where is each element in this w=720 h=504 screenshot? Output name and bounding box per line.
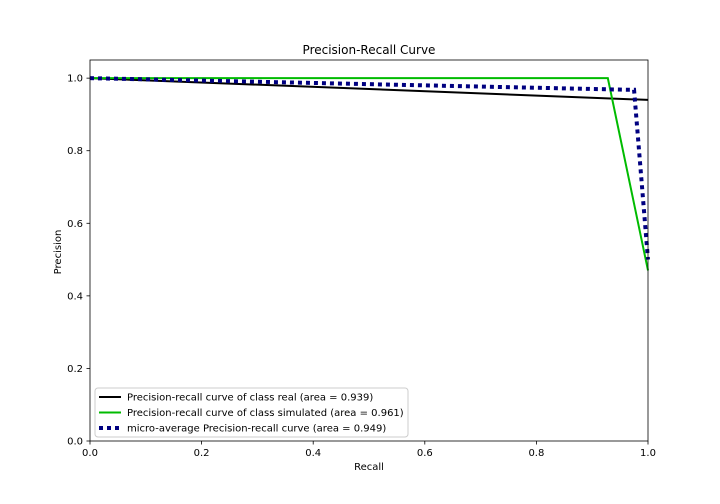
legend-label: Precision-recall curve of class real (ar… xyxy=(127,393,373,404)
y-tick-label: 0.2 xyxy=(67,364,83,375)
x-axis-label: Recall xyxy=(354,462,384,473)
legend: Precision-recall curve of class real (ar… xyxy=(94,387,409,438)
y-tick-label: 0.8 xyxy=(67,146,83,157)
x-tick-label: 0.0 xyxy=(82,448,98,459)
y-tick-label: 0.6 xyxy=(67,219,83,230)
y-tick-label: 0.0 xyxy=(67,437,83,448)
y-axis: 0.0 0.2 0.4 0.6 0.8 1.0 xyxy=(67,74,90,448)
legend-label: Precision-recall curve of class simulate… xyxy=(127,408,404,419)
x-tick-label: 1.0 xyxy=(640,448,656,459)
legend-label: micro-average Precision-recall curve (ar… xyxy=(127,424,386,435)
series-line-1 xyxy=(89,77,649,101)
chart-title: Precision-Recall Curve xyxy=(303,43,436,57)
x-tick-label: 0.2 xyxy=(194,448,210,459)
x-tick-label: 0.8 xyxy=(528,448,544,459)
plot-frame xyxy=(89,59,649,442)
series-line-2 xyxy=(90,77,649,271)
x-tick-label: 0.6 xyxy=(417,448,433,459)
y-tick-label: 1.0 xyxy=(67,74,83,85)
plot-lines xyxy=(89,76,650,271)
x-axis: 0.0 0.2 0.4 0.6 0.8 1.0 xyxy=(82,441,656,459)
legend-box xyxy=(94,387,409,438)
y-axis-label: Precision xyxy=(53,230,64,275)
x-tick-label: 0.4 xyxy=(305,448,321,459)
y-tick-label: 0.4 xyxy=(67,291,83,302)
